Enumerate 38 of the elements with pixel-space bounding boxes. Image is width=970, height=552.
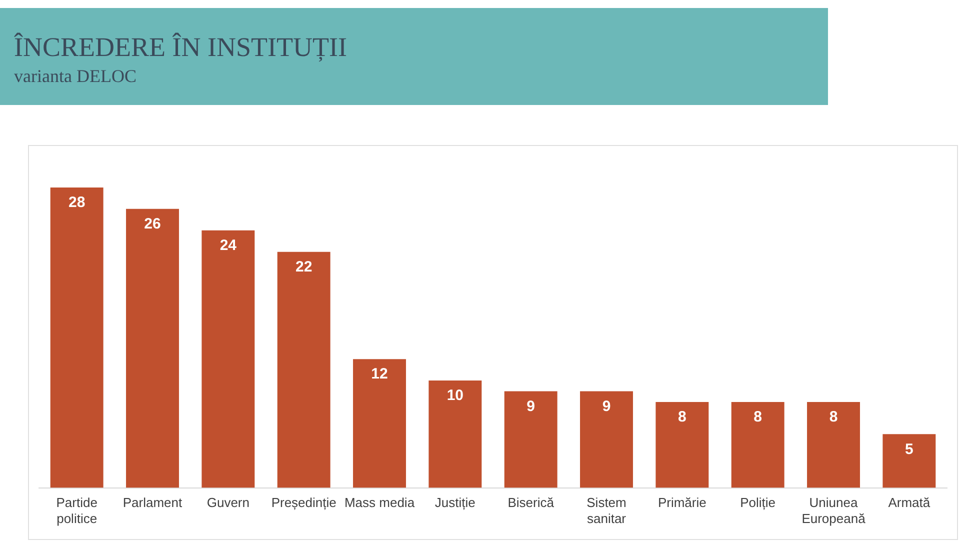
x-tick-label: Uniunea Europeană <box>802 495 866 526</box>
data-label: 24 <box>220 237 238 254</box>
bar <box>428 380 482 488</box>
data-label: 10 <box>446 387 464 404</box>
x-tick-label: Partide politice <box>56 495 98 526</box>
bar <box>807 402 860 488</box>
bar <box>277 252 330 488</box>
bar <box>731 402 784 488</box>
data-label: 12 <box>371 366 388 383</box>
data-label: 5 <box>904 440 914 458</box>
x-tick-label: Armată <box>888 495 931 510</box>
data-label: 8 <box>754 408 762 426</box>
x-tick-label: Mass media <box>344 495 416 510</box>
x-tick-label: Primărie <box>658 495 706 510</box>
chart-title: ÎNCREDERE ÎN INSTITUȚII <box>14 32 347 63</box>
data-label: 9 <box>526 398 536 415</box>
x-tick-label: Președinție <box>271 495 336 510</box>
x-tick-label: Sistem sanitar <box>586 495 627 526</box>
data-label: 8 <box>829 408 838 426</box>
bar <box>202 230 255 488</box>
bar <box>580 391 633 488</box>
data-label: 8 <box>678 408 686 426</box>
data-label: 26 <box>144 216 161 233</box>
data-label: 9 <box>602 398 611 415</box>
x-tick-label: Parlament <box>122 495 183 510</box>
data-label: 28 <box>68 194 86 212</box>
bar <box>504 391 558 488</box>
x-tick-label: Biserică <box>508 495 555 510</box>
chart-subtitle: varianta DELOC <box>14 66 136 87</box>
bar <box>50 187 104 488</box>
bar <box>126 208 179 488</box>
data-label: 22 <box>295 258 312 276</box>
x-tick-label: Guvern <box>206 495 250 510</box>
bar <box>882 434 936 488</box>
x-tick-label: Poliție <box>740 495 776 510</box>
bar <box>656 402 709 488</box>
bar <box>353 359 406 488</box>
x-tick-label: Justiție <box>434 495 476 510</box>
